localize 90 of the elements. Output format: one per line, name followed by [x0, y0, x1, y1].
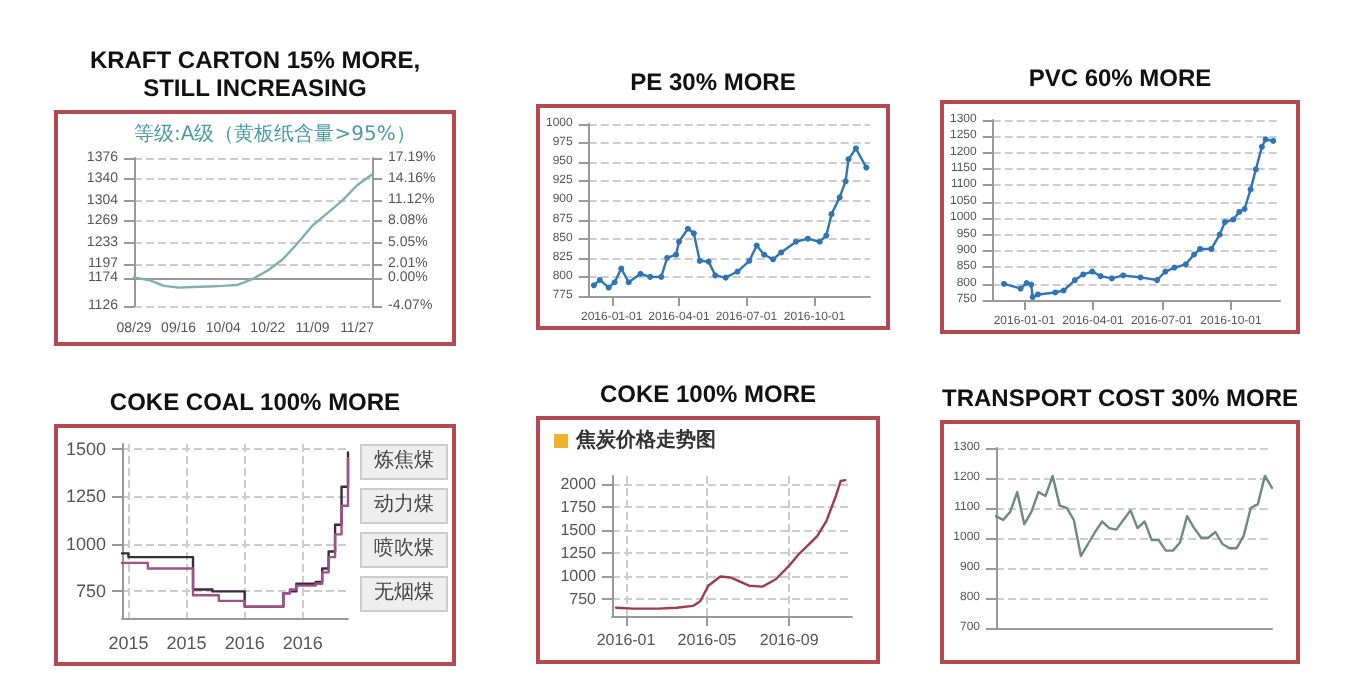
x-tick-label: 2015: [166, 633, 207, 653]
y-tick-label: 1000: [65, 533, 106, 554]
point: [842, 178, 849, 185]
chart-title: PVC 60% MORE: [1026, 64, 1214, 92]
point: [1252, 166, 1259, 173]
point: [625, 279, 632, 286]
point: [1089, 268, 1096, 275]
point: [1080, 271, 1087, 278]
point: [761, 251, 768, 258]
point: [845, 156, 852, 163]
point: [1171, 264, 1178, 271]
text: 无烟煤: [360, 576, 448, 612]
point: [1162, 268, 1169, 275]
x-tick-label: 2016: [224, 633, 265, 653]
chart-title: COKE 100% MORE: [597, 380, 819, 408]
point: [1236, 208, 1243, 215]
y-tick-label: 1750: [560, 497, 598, 516]
x-tick-label: 2016: [282, 633, 323, 653]
point: [1120, 272, 1127, 279]
point: [684, 225, 691, 232]
y-tick-label: 1500: [65, 438, 106, 459]
chart-title: PE 30% MORE: [628, 68, 798, 96]
y-tick-label: 750: [75, 581, 106, 602]
y-tick-label: 1250: [65, 486, 106, 507]
point: [712, 272, 719, 279]
point: [734, 268, 741, 275]
point: [1028, 281, 1035, 288]
point: [596, 276, 603, 283]
point: [1060, 287, 1067, 294]
line-series: [614, 478, 847, 610]
point: [1241, 206, 1248, 213]
point: [647, 273, 654, 280]
point: [792, 238, 799, 245]
point: [590, 282, 597, 289]
point: [1208, 245, 1215, 252]
chart-subtitle: 等级:A级（黄板纸含量>95%）: [134, 121, 416, 148]
point: [690, 230, 697, 237]
point: [746, 257, 753, 264]
point: [658, 273, 665, 280]
text: 动力煤: [360, 488, 448, 524]
point: [1097, 273, 1104, 280]
point: [1029, 294, 1036, 301]
point: [1262, 136, 1269, 143]
point: [637, 270, 644, 277]
y-tick-label: 750: [569, 589, 598, 608]
point: [804, 235, 811, 242]
point: [770, 256, 777, 263]
text: 喷吹煤: [360, 532, 448, 568]
point: [705, 258, 712, 265]
x-tick-label: 2016-09: [759, 631, 820, 649]
point: [836, 194, 843, 201]
y-tick-label: 1250: [560, 543, 598, 562]
line-series: [994, 474, 1274, 558]
y-tick-label: 1000: [560, 566, 598, 585]
point: [1230, 216, 1237, 223]
y-tick-label: 2000: [560, 474, 598, 493]
point: [1258, 143, 1265, 150]
point: [611, 279, 618, 286]
point: [816, 238, 823, 245]
point: [605, 284, 612, 291]
line-series: [590, 145, 870, 291]
chart-title: KRAFT CARTON 15% MORE, STILL INCREASING: [87, 46, 423, 102]
point: [676, 238, 683, 245]
point: [673, 251, 680, 258]
point: [1270, 137, 1277, 144]
point: [1017, 285, 1024, 292]
point: [828, 211, 835, 218]
point: [1247, 186, 1254, 193]
text: 炼焦煤: [360, 444, 448, 480]
point: [852, 145, 859, 152]
point: [823, 232, 830, 239]
chart-title: TRANSPORT COST 30% MORE: [940, 384, 1300, 412]
point: [778, 249, 785, 256]
point: [1182, 261, 1189, 268]
point: [696, 257, 703, 264]
point: [1108, 275, 1115, 282]
point: [1001, 280, 1008, 287]
point: [664, 254, 671, 261]
point: [722, 274, 729, 281]
x-tick-label: 2016-05: [677, 631, 738, 649]
x-tick-label: 2015: [108, 633, 149, 653]
x-tick-label: 2016-01: [596, 631, 657, 649]
point: [1191, 251, 1198, 258]
point: [1221, 219, 1228, 226]
y-tick-label: 1500: [560, 520, 598, 539]
point: [1137, 274, 1144, 281]
chart-title: COKE COAL 100% MORE: [107, 388, 403, 416]
point: [1034, 291, 1041, 298]
line-series: [1001, 136, 1277, 301]
chart-subtitle: 焦炭价格走势图: [576, 427, 716, 454]
